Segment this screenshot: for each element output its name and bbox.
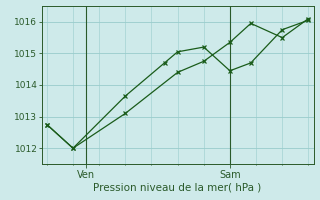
- X-axis label: Pression niveau de la mer( hPa ): Pression niveau de la mer( hPa ): [93, 182, 262, 192]
